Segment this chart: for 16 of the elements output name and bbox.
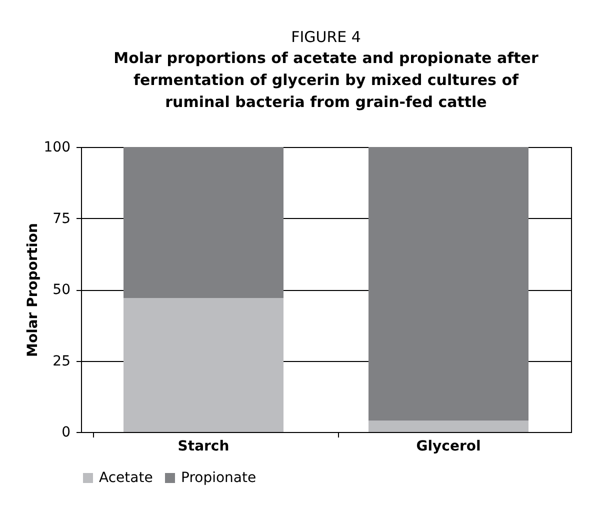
bar <box>124 298 284 432</box>
y-tick-label: 0 <box>62 424 70 440</box>
chart-title: FIGURE 4 <box>291 28 361 46</box>
y-tick-label: 25 <box>52 353 70 370</box>
legend-label: Acetate <box>99 470 153 486</box>
bar <box>368 420 528 432</box>
bar <box>368 147 528 421</box>
x-tick-label: Glycerol <box>416 438 481 454</box>
bar <box>124 147 284 298</box>
chart-subtitle: Molar proportions of acetate and propionate after fermentation of glycerin by mixed cultures of ruminal bacteria from grain-fed cattle <box>114 49 539 111</box>
x-tick-label: Starch <box>178 438 230 454</box>
legend-label: Propionate <box>181 470 256 486</box>
y-tick-label: 75 <box>52 210 70 227</box>
y-tick-label: 50 <box>52 282 70 298</box>
y-axis-title: Molar Proportion <box>24 223 41 357</box>
y-tick-label: 100 <box>44 140 70 156</box>
